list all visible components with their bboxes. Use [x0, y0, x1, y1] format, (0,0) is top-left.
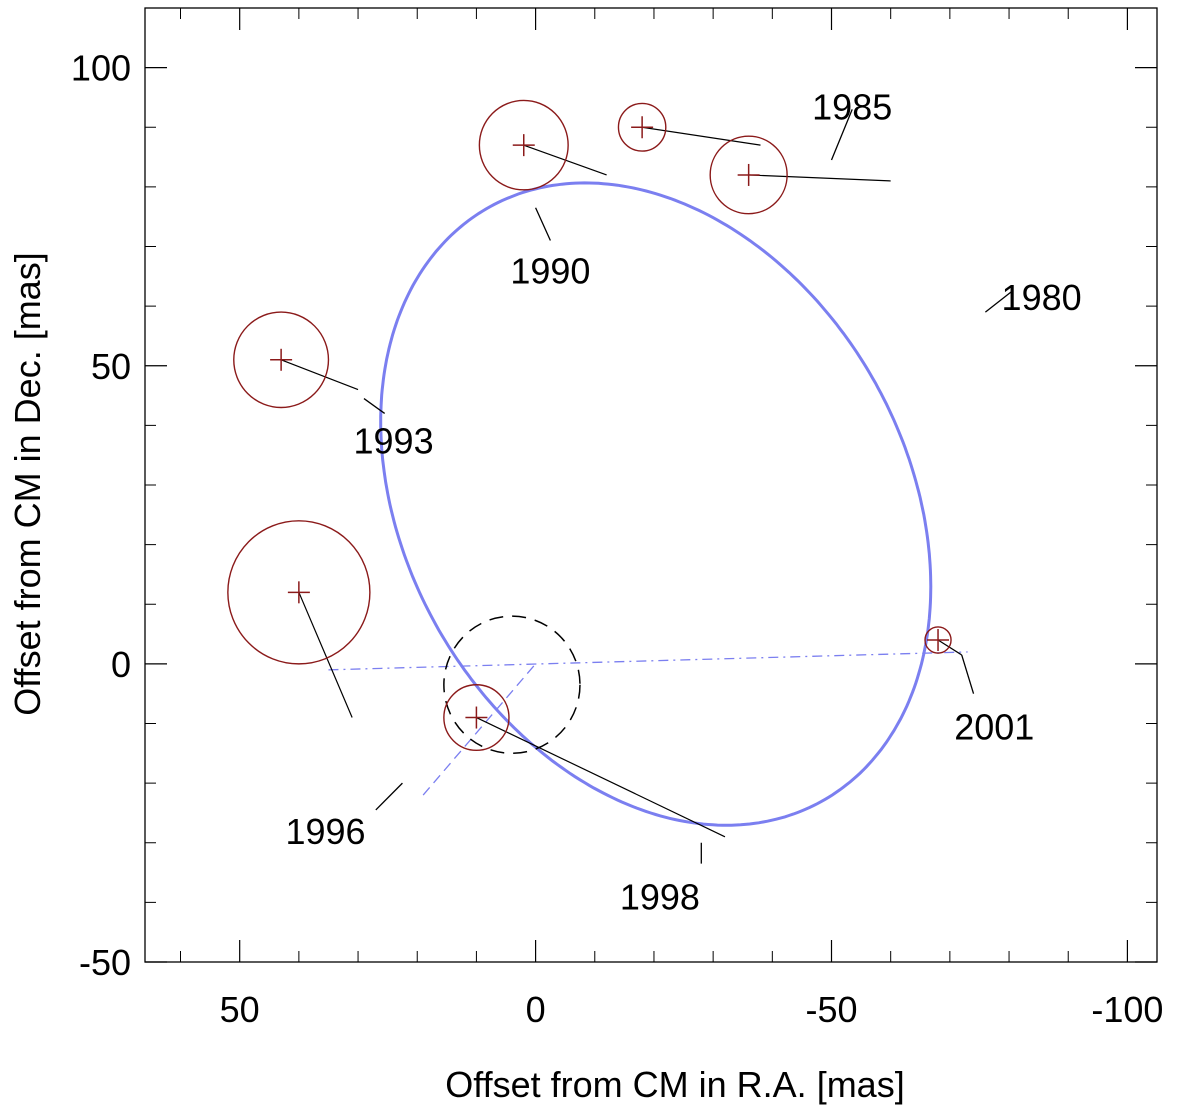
error-circle-2001 [924, 626, 952, 654]
apsides-line [422, 663, 537, 796]
orbit-ellipse [379, 181, 933, 827]
y-tick-label: 50 [91, 346, 131, 387]
axis-labels: Offset from CM in R.A. [mas] Offset from… [7, 48, 1163, 1105]
residual-line-1985 [642, 126, 761, 146]
epoch-label-2001: 2001 [954, 706, 1034, 747]
x-axis-title: Offset from CM in R.A. [mas] [445, 1064, 904, 1105]
epoch-leader-1985 [830, 109, 853, 161]
epoch-label-1980: 1980 [1002, 277, 1082, 318]
error-circle-1996 [227, 520, 371, 665]
error-circle-1993 [233, 311, 330, 409]
center-of-mass-circle [443, 615, 581, 755]
plot-area [227, 99, 1013, 864]
x-tick-label: 0 [526, 989, 546, 1030]
epoch-leader-1990 [535, 207, 551, 241]
epoch-label-1996: 1996 [285, 811, 365, 852]
y-axis-title: Offset from CM in Dec. [mas] [7, 252, 48, 715]
error-circle-1990 [478, 99, 569, 191]
epoch-leader-1993 [363, 398, 386, 414]
epoch-label-1990: 1990 [510, 250, 590, 291]
residual-line-2001 [937, 639, 963, 656]
epoch-label-1985: 1985 [812, 86, 892, 127]
residual-line-1998 [476, 716, 726, 838]
error-circle-1998 [443, 684, 510, 752]
residual-line-1980 [748, 174, 891, 182]
y-tick-label: -50 [79, 942, 131, 983]
y-tick-label: 0 [111, 644, 131, 685]
axis-ticks [145, 7, 1157, 963]
x-tick-label: -50 [805, 989, 857, 1030]
error-circle-1985 [617, 102, 667, 152]
error-circle-1980 [709, 135, 788, 215]
x-tick-label: 50 [220, 989, 260, 1030]
residual-line-1993 [280, 359, 359, 391]
residual-line-1996 [298, 592, 353, 718]
y-tick-label: 100 [71, 48, 131, 89]
epoch-label-1993: 1993 [354, 420, 434, 461]
epoch-leader-2001 [961, 654, 975, 694]
epoch-label-1998: 1998 [620, 876, 700, 917]
epoch-leader-1980 [984, 290, 1013, 313]
line-of-nodes [328, 651, 968, 671]
x-tick-label: -100 [1091, 989, 1163, 1030]
epoch-leader-1996 [375, 782, 403, 811]
